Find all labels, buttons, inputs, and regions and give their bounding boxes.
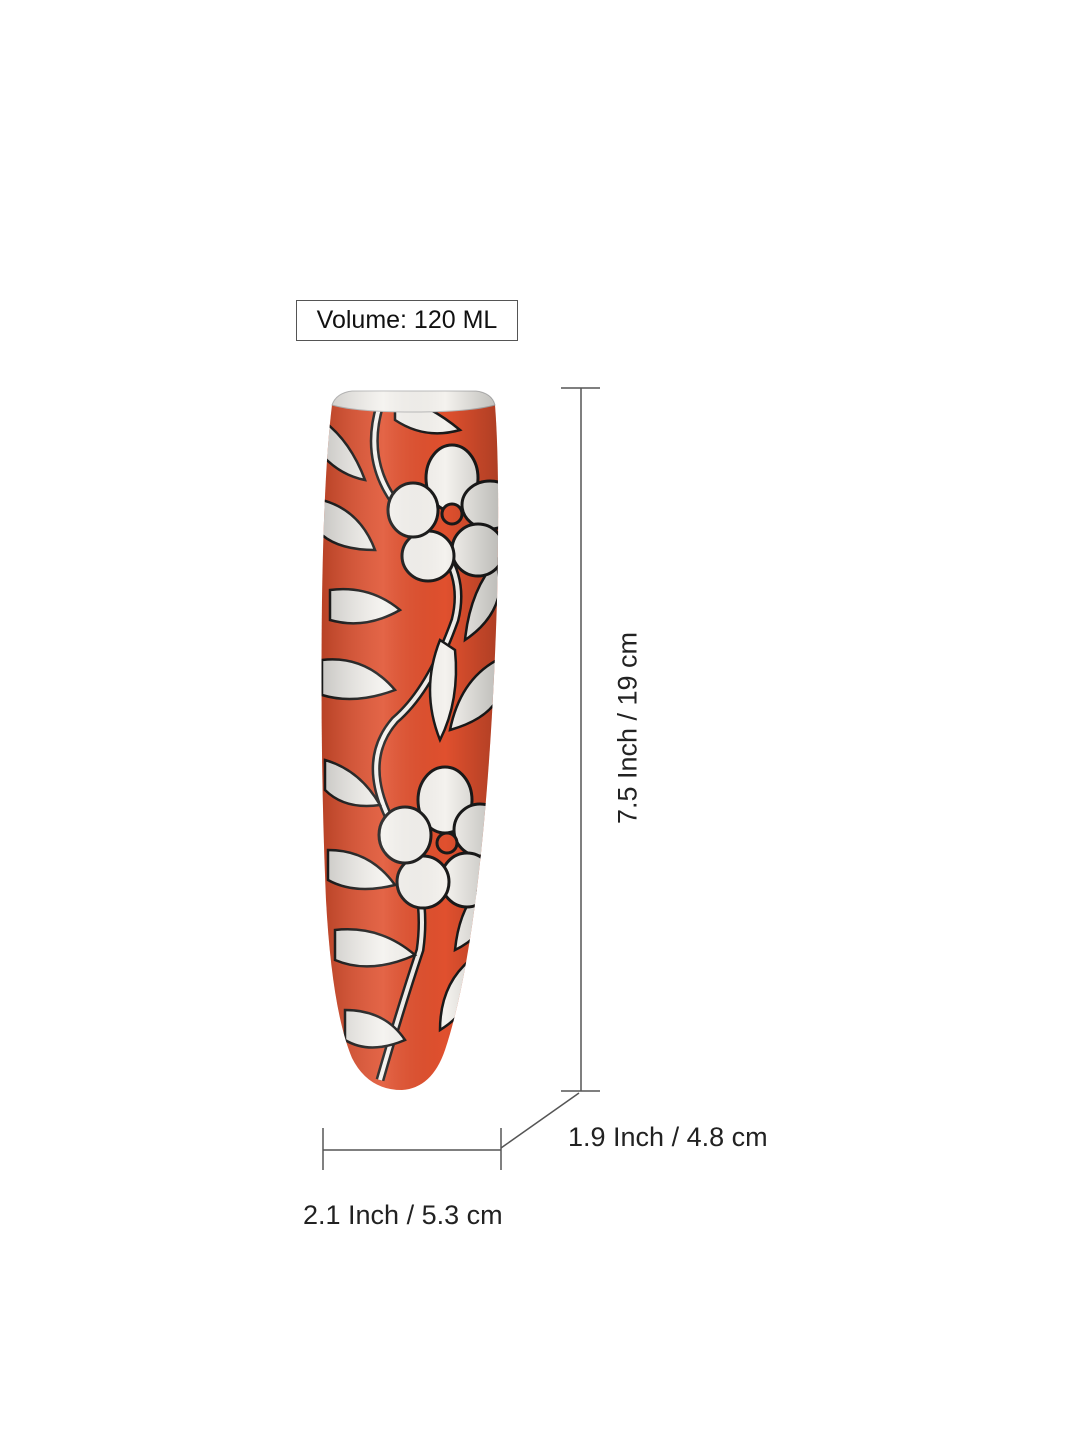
vase	[321, 390, 499, 1090]
depth-dimension-label: 1.9 Inch / 4.8 cm	[568, 1122, 768, 1152]
height-dimension-label: 7.5 Inch / 19 cm	[612, 631, 643, 825]
volume-label: Volume: 120 ML	[296, 300, 518, 341]
width-dimension-line	[322, 1128, 502, 1170]
depth-dimension-line	[500, 1092, 580, 1149]
height-dimension-line	[561, 387, 600, 1092]
width-dimension-label: 2.1 Inch / 5.3 cm	[303, 1200, 503, 1230]
